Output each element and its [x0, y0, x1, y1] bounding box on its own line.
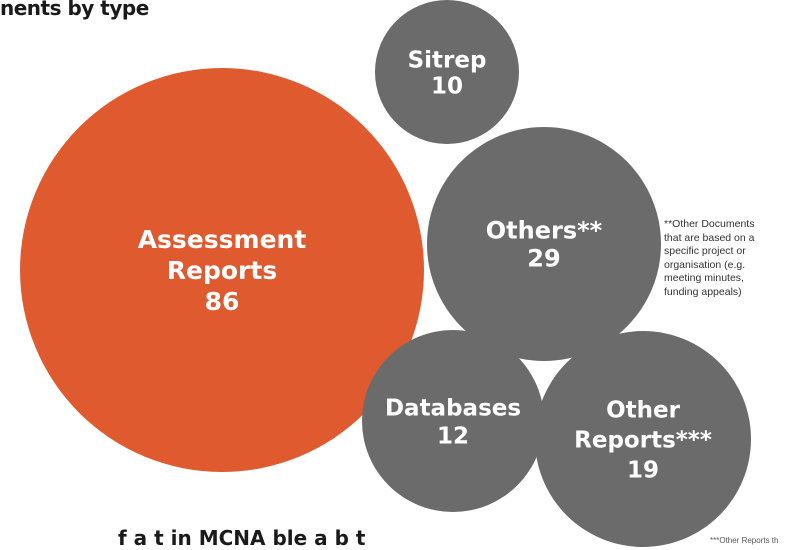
bottom-caption: f a t in MCNA ble a b t	[118, 526, 366, 550]
bubble-value-label: 12	[437, 423, 469, 449]
bubble-category-label: Others**	[486, 217, 603, 245]
others-footnote-line: meeting minutes,	[664, 272, 744, 284]
others-footnote-line: funding appeals)	[664, 285, 742, 298]
others-footnote-line: **Other Documents	[664, 218, 755, 230]
bubble-category-label: Sitrep	[408, 47, 487, 73]
bubble-circle	[427, 127, 661, 361]
bubble-circle	[20, 68, 424, 472]
bubble-category-label: Assessment	[138, 225, 307, 254]
others-footnote-line: organisation (e.g.	[664, 258, 746, 271]
bubble-others: Others**29	[427, 127, 661, 361]
chart-title: nents by type	[0, 0, 149, 20]
bubble-value-label: 19	[627, 457, 659, 483]
bubble-circle	[375, 0, 519, 144]
bubble-value-label: 10	[431, 73, 463, 99]
others-footnote: **Other Documents that are based on a sp…	[664, 218, 790, 299]
bubble-category-label: Databases	[385, 395, 521, 421]
other-reports-footnote: ***Other Reports th	[710, 536, 779, 545]
bubble-circle	[535, 331, 751, 547]
bubble-value-label: 86	[205, 287, 240, 316]
others-footnote-line: that are based on a	[664, 231, 755, 244]
bubble-category-label: Other	[606, 397, 681, 423]
bubble-category-label: Reports***	[574, 427, 712, 453]
bubble-other-reports: Other Reports*** 19	[535, 331, 751, 547]
others-footnote-line: specific project or	[664, 245, 746, 257]
bubble-category-label: Reports	[167, 256, 277, 285]
bubble-value-label: 29	[527, 245, 560, 273]
bubble-circle	[362, 330, 544, 512]
